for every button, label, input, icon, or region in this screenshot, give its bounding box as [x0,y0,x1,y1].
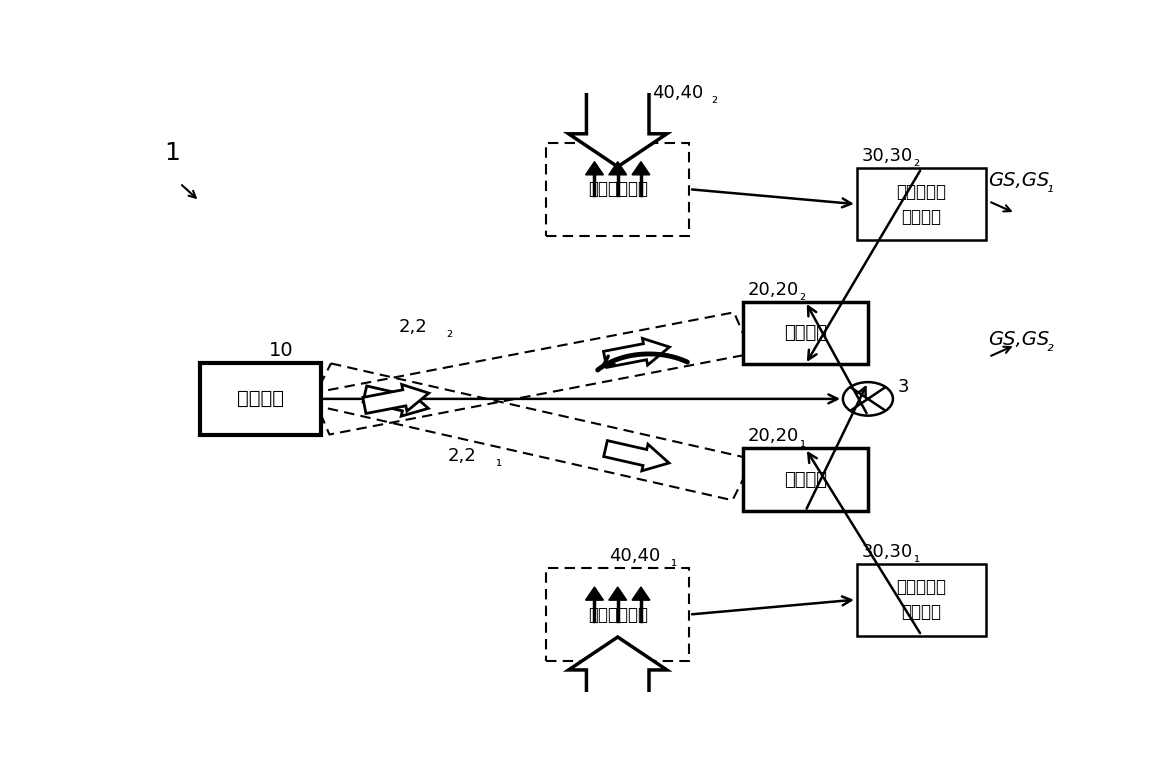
Text: 受信装置: 受信装置 [784,471,827,489]
Text: 環境測定装置: 環境測定装置 [588,605,648,623]
Text: 40,40: 40,40 [609,547,660,565]
Text: 漏洩情報量
推定装置: 漏洩情報量 推定装置 [897,578,947,621]
Polygon shape [568,637,666,730]
Text: GS,GS: GS,GS [988,171,1049,191]
Text: 30,30: 30,30 [861,542,912,561]
Polygon shape [586,162,603,175]
Polygon shape [632,162,650,175]
Text: 10: 10 [270,341,294,360]
Bar [199,363,321,435]
Text: 環境測定装置: 環境測定装置 [588,180,648,198]
Text: 2,2: 2,2 [399,318,428,336]
Text: ₁: ₁ [1047,178,1053,196]
Text: 2,2: 2,2 [447,447,476,464]
Text: ₂: ₂ [711,91,717,106]
Text: ₂: ₂ [446,325,452,340]
Text: 3: 3 [897,378,909,396]
Text: ₁: ₁ [799,434,805,450]
Text: ₁: ₁ [670,554,676,569]
Text: 1: 1 [164,142,180,165]
Text: 漏洩情報量
推定装置: 漏洩情報量 推定装置 [897,183,947,226]
Text: 送信装置: 送信装置 [236,389,284,408]
Text: ₁: ₁ [913,550,919,565]
Text: ₂: ₂ [799,288,805,303]
Text: ₂: ₂ [1047,337,1053,355]
Polygon shape [609,587,627,600]
Bar [547,568,689,661]
Text: ₂: ₂ [913,155,919,170]
Text: 受信装置: 受信装置 [784,324,827,342]
Text: GS,GS: GS,GS [988,330,1049,349]
Polygon shape [632,587,650,600]
Text: 20,20: 20,20 [747,427,799,445]
Polygon shape [604,440,669,471]
Polygon shape [609,162,627,175]
Bar [857,168,986,240]
Text: 30,30: 30,30 [861,147,912,165]
Bar [743,302,868,364]
Polygon shape [568,74,666,166]
Bar [743,448,868,511]
Polygon shape [603,338,670,367]
Polygon shape [363,384,429,413]
Polygon shape [363,386,429,416]
Text: 20,20: 20,20 [747,281,799,299]
Bar [857,563,986,636]
Polygon shape [586,587,603,600]
Bar [547,143,689,236]
Text: 40,40: 40,40 [651,84,703,102]
Text: ₁: ₁ [496,454,502,469]
